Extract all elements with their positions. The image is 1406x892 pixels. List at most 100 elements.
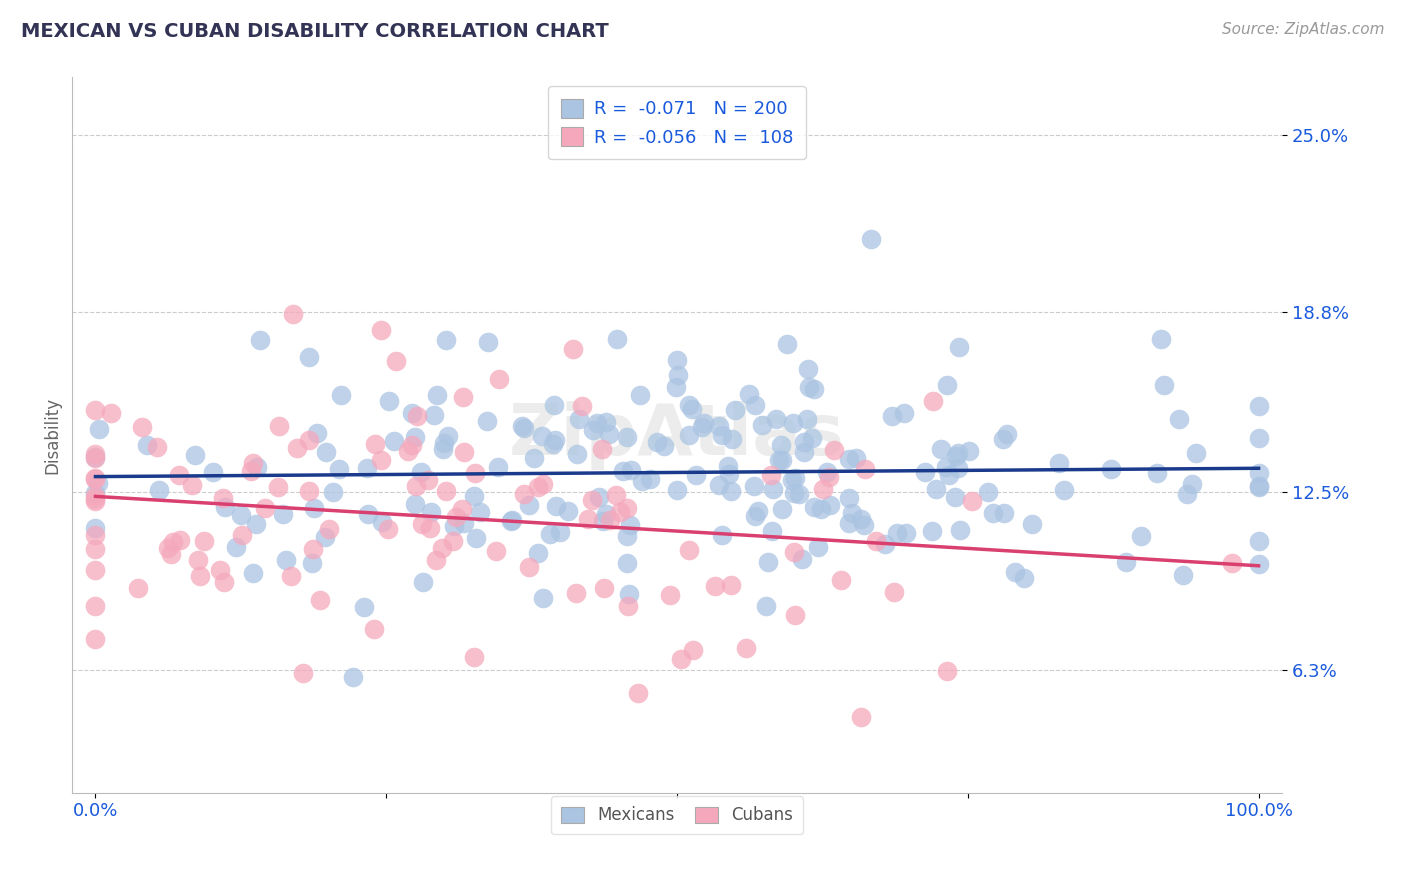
Point <box>145 440 167 454</box>
Point <box>995 426 1018 441</box>
Point <box>948 460 970 475</box>
Point <box>1004 566 1026 580</box>
Point <box>770 453 793 467</box>
Point <box>616 557 638 571</box>
Point <box>135 437 157 451</box>
Point <box>254 500 277 515</box>
Point <box>84 632 107 646</box>
Point <box>595 508 617 522</box>
Point <box>406 409 429 423</box>
Point <box>453 516 475 530</box>
Point <box>544 499 567 513</box>
Point <box>720 578 742 592</box>
Point <box>830 574 852 588</box>
Point <box>616 500 638 515</box>
Point <box>1247 557 1270 571</box>
Point <box>485 544 508 558</box>
Point <box>562 342 585 356</box>
Point <box>720 484 742 499</box>
Point <box>127 581 149 595</box>
Point <box>616 430 638 444</box>
Point <box>84 451 107 466</box>
Point <box>315 445 337 459</box>
Point <box>761 467 783 482</box>
Point <box>755 599 778 613</box>
Point <box>790 551 813 566</box>
Point <box>84 492 107 507</box>
Point <box>475 414 498 428</box>
Point <box>84 472 107 486</box>
Point <box>231 528 253 542</box>
Point <box>131 419 153 434</box>
Point <box>412 574 434 589</box>
Point <box>229 508 252 522</box>
Point <box>665 379 688 393</box>
Point <box>628 388 651 402</box>
Point <box>1167 411 1189 425</box>
Point <box>710 527 733 541</box>
Point <box>523 450 546 465</box>
Point <box>371 515 394 529</box>
Point <box>782 485 804 500</box>
Point <box>565 586 588 600</box>
Point <box>356 461 378 475</box>
Y-axis label: Disability: Disability <box>44 396 60 474</box>
Point <box>512 418 534 433</box>
Point <box>581 493 603 508</box>
Point <box>548 525 571 540</box>
Point <box>527 480 550 494</box>
Point <box>281 307 304 321</box>
Point <box>783 544 806 558</box>
Point <box>811 482 834 496</box>
Point <box>291 665 314 680</box>
Point <box>666 368 689 383</box>
Point <box>446 509 468 524</box>
Point <box>960 493 983 508</box>
Point <box>330 388 353 402</box>
Point <box>425 553 447 567</box>
Point <box>404 497 426 511</box>
Point <box>797 361 820 376</box>
Point <box>815 466 838 480</box>
Point <box>302 500 325 515</box>
Point <box>512 421 534 435</box>
Point <box>747 503 769 517</box>
Point <box>384 354 406 368</box>
Point <box>298 434 321 448</box>
Point <box>606 332 628 346</box>
Point <box>957 443 980 458</box>
Point <box>364 437 387 451</box>
Point <box>949 523 972 537</box>
Point <box>84 521 107 535</box>
Point <box>782 474 804 488</box>
Point <box>301 557 323 571</box>
Point <box>1181 477 1204 491</box>
Point <box>419 521 441 535</box>
Point <box>162 535 184 549</box>
Point <box>1146 466 1168 480</box>
Point <box>685 468 707 483</box>
Point <box>838 451 860 466</box>
Point <box>851 512 873 526</box>
Point <box>89 421 111 435</box>
Point <box>598 427 620 442</box>
Point <box>184 449 207 463</box>
Point <box>463 489 485 503</box>
Point <box>782 416 804 430</box>
Point <box>405 478 427 492</box>
Point <box>544 433 567 447</box>
Point <box>404 429 426 443</box>
Point <box>1247 533 1270 548</box>
Point <box>896 525 918 540</box>
Point <box>845 450 868 465</box>
Point <box>463 650 485 665</box>
Point <box>619 517 641 532</box>
Point <box>678 398 700 412</box>
Point <box>945 491 967 505</box>
Point <box>586 416 609 430</box>
Point <box>543 398 565 412</box>
Point <box>768 452 790 467</box>
Point <box>704 579 727 593</box>
Point <box>582 423 605 437</box>
Point <box>148 483 170 497</box>
